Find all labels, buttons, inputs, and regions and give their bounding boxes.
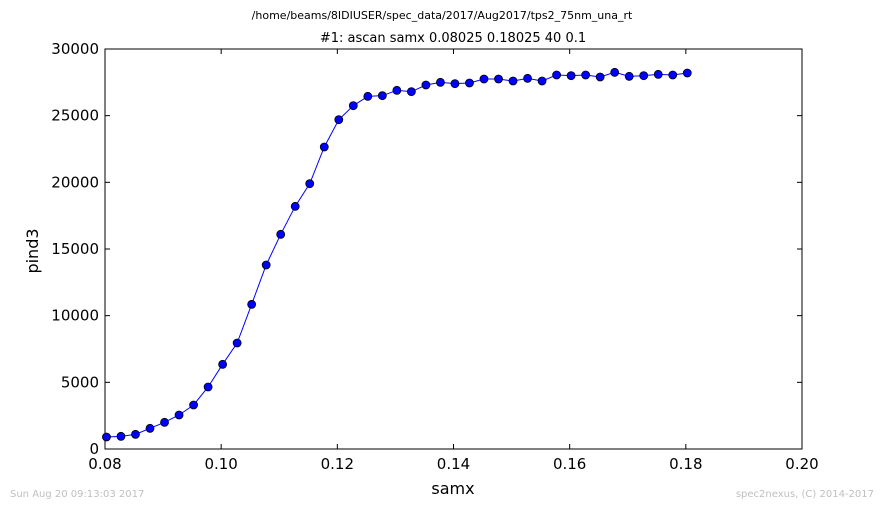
data-point — [465, 78, 474, 88]
y-tick-label: 15000 — [51, 240, 99, 258]
data-points — [102, 67, 692, 442]
timestamp-footer: Sun Aug 20 09:13:03 2017 — [10, 489, 144, 500]
data-point — [160, 417, 169, 427]
x-tick-label: 0.10 — [204, 455, 237, 473]
data-point — [494, 74, 503, 84]
data-point — [189, 400, 198, 410]
y-tick-label: 30000 — [51, 40, 99, 58]
data-point — [668, 70, 678, 80]
data-point — [610, 67, 620, 77]
x-tick-label: 0.08 — [88, 455, 121, 473]
data-point — [581, 70, 591, 80]
data-point — [218, 359, 228, 369]
y-tick-label: 10000 — [51, 307, 99, 325]
y-tick-label: 20000 — [51, 173, 99, 191]
data-point — [421, 80, 431, 90]
data-point — [523, 73, 532, 83]
data-point — [653, 69, 663, 79]
data-point — [334, 115, 344, 125]
data-point — [450, 79, 460, 89]
credit-footer: spec2nexus, (C) 2014-2017 — [736, 489, 874, 500]
x-tick-label: 0.20 — [785, 455, 818, 473]
data-point — [537, 76, 547, 86]
data-point — [174, 410, 184, 420]
series-line — [106, 71, 688, 438]
data-point — [116, 431, 126, 441]
axis-ticks — [104, 48, 803, 450]
y-tick-label: 5000 — [61, 373, 99, 391]
x-tick-label: 0.14 — [437, 455, 470, 473]
y-tick-label: 25000 — [51, 107, 99, 125]
data-point — [624, 71, 634, 81]
data-point — [305, 179, 315, 189]
data-point — [131, 429, 140, 439]
y-axis-label: pind3 — [23, 228, 42, 273]
x-tick-label: 0.16 — [553, 455, 586, 473]
data-point — [247, 299, 257, 309]
data-point — [436, 77, 445, 87]
data-point — [406, 87, 416, 97]
data-point — [639, 71, 649, 81]
data-point — [682, 68, 692, 78]
x-axis-label: samx — [431, 479, 474, 498]
data-point — [145, 423, 155, 433]
data-point — [595, 72, 605, 82]
data-point — [276, 229, 286, 239]
data-point — [508, 76, 518, 86]
y-tick-label: 0 — [89, 440, 99, 458]
data-point — [232, 338, 242, 348]
data-point — [479, 74, 489, 84]
data-point — [552, 70, 561, 80]
x-tick-label: 0.18 — [669, 455, 702, 473]
data-point — [290, 201, 300, 211]
data-point — [348, 101, 358, 111]
data-point — [102, 432, 111, 442]
tick-labels: 0.08 0.10 0.12 0.14 0.16 0.18 0.20 0 5000 10000 15… — [51, 40, 818, 473]
data-point — [392, 85, 402, 95]
data-point — [261, 260, 271, 270]
file-path-title: /home/beams/8IDIUSER/spec_data/2017/Aug2… — [252, 9, 633, 22]
data-point — [377, 91, 387, 101]
data-point — [319, 142, 329, 152]
data-point — [203, 382, 213, 392]
data-point — [566, 71, 576, 81]
data-point — [363, 91, 373, 101]
x-tick-label: 0.12 — [321, 455, 354, 473]
plot-title: #1: ascan samx 0.08025 0.18025 40 0.1 — [320, 31, 586, 46]
